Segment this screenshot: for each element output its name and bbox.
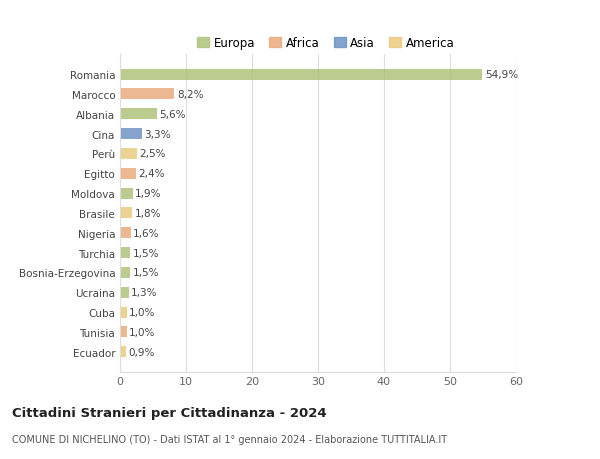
Text: 54,9%: 54,9% xyxy=(485,70,518,80)
Legend: Europa, Africa, Asia, America: Europa, Africa, Asia, America xyxy=(193,33,460,55)
Bar xyxy=(120,168,136,179)
Bar xyxy=(120,347,126,358)
Bar xyxy=(120,287,128,298)
Bar xyxy=(120,109,157,120)
Text: 1,6%: 1,6% xyxy=(133,228,160,238)
Text: COMUNE DI NICHELINO (TO) - Dati ISTAT al 1° gennaio 2024 - Elaborazione TUTTITAL: COMUNE DI NICHELINO (TO) - Dati ISTAT al… xyxy=(12,434,447,444)
Text: 8,2%: 8,2% xyxy=(177,90,203,100)
Text: Cittadini Stranieri per Cittadinanza - 2024: Cittadini Stranieri per Cittadinanza - 2… xyxy=(12,406,326,419)
Bar xyxy=(120,208,132,219)
Text: 3,3%: 3,3% xyxy=(145,129,171,139)
Text: 0,9%: 0,9% xyxy=(128,347,155,357)
Text: 5,6%: 5,6% xyxy=(160,110,186,119)
Bar xyxy=(120,327,127,338)
Text: 1,0%: 1,0% xyxy=(129,308,155,317)
Text: 1,3%: 1,3% xyxy=(131,288,158,297)
Text: 1,9%: 1,9% xyxy=(135,189,161,199)
Bar xyxy=(120,228,131,239)
Bar xyxy=(120,149,137,160)
Text: 1,5%: 1,5% xyxy=(133,268,159,278)
Bar xyxy=(120,247,130,258)
Bar xyxy=(120,307,127,318)
Bar xyxy=(120,267,130,278)
Bar xyxy=(120,89,174,100)
Text: 1,0%: 1,0% xyxy=(129,327,155,337)
Text: 1,5%: 1,5% xyxy=(133,248,159,258)
Bar xyxy=(120,69,482,80)
Text: 2,4%: 2,4% xyxy=(139,169,165,179)
Text: 1,8%: 1,8% xyxy=(134,208,161,218)
Text: 2,5%: 2,5% xyxy=(139,149,166,159)
Bar xyxy=(120,188,133,199)
Bar xyxy=(120,129,142,140)
